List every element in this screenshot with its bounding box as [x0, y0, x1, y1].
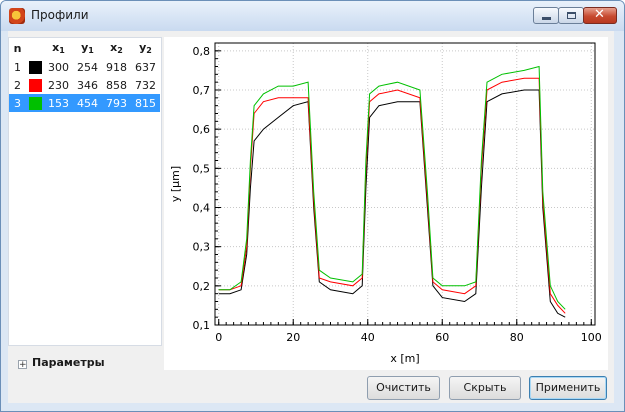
cell-y1: 254 [77, 60, 98, 74]
y-tick-label: 0,2 [193, 280, 211, 293]
y-tick-label: 0,8 [193, 45, 211, 58]
x-tick-label: 60 [435, 331, 449, 344]
header-y1: y1 [81, 41, 94, 55]
header-x2: x2 [110, 41, 123, 55]
hide-button[interactable]: Скрыть [449, 376, 521, 400]
plot-area: 0 20 40 60 80 100 0,1 0,2 0,3 0,4 0,5 0,6 0,7 0,8 x [m… [164, 37, 608, 370]
color-swatch [26, 58, 44, 76]
cell-x1: 230 [48, 78, 69, 92]
x-axis-label: x [m] [390, 352, 419, 365]
table-header-row: n x1 y1 x2 y2 [9, 38, 160, 58]
apply-button[interactable]: Применить [529, 376, 607, 400]
minimize-icon [542, 17, 551, 20]
close-button[interactable]: ✕ [583, 7, 617, 24]
title-bar[interactable]: Профили ✕ [1, 1, 624, 31]
row-number: 3 [9, 94, 26, 112]
cell-x2: 793 [102, 94, 131, 112]
header-color [26, 38, 44, 58]
x-tick-label: 100 [581, 331, 602, 344]
header-n: n [13, 41, 22, 55]
x-tick-label: 20 [286, 331, 300, 344]
y-tick-label: 0,3 [193, 241, 211, 254]
y-axis-label: y [µm] [169, 166, 182, 202]
cell-x2: 918 [106, 60, 127, 74]
app-logo-icon [9, 8, 25, 24]
x-tick-label: 0 [215, 331, 222, 344]
minimize-button[interactable] [533, 7, 559, 24]
series-line-1 [218, 89, 566, 318]
params-label[interactable]: Параметры [32, 356, 105, 369]
params-expand-icon[interactable]: + [18, 360, 27, 370]
window-title: Профили [31, 8, 89, 22]
y-tick-label: 0,6 [193, 123, 211, 136]
y-tick-label: 0,1 [193, 319, 211, 332]
maximize-icon [567, 12, 576, 19]
cell-y1: 346 [77, 78, 98, 92]
series-line-3 [218, 65, 566, 310]
table-row[interactable]: 2 230 346 858 732 [9, 76, 160, 94]
color-swatch [26, 76, 44, 94]
cell-x1: 153 [44, 94, 73, 112]
cell-x2: 858 [106, 78, 127, 92]
cell-x1: 300 [48, 60, 69, 74]
x-tick-label: 80 [510, 331, 524, 344]
close-icon: ✕ [594, 7, 605, 22]
header-x1: x1 [52, 41, 65, 55]
y-tick-label: 0,4 [193, 202, 211, 215]
cell-y2: 732 [135, 78, 156, 92]
header-y2: y2 [139, 41, 152, 55]
row-number: 2 [14, 78, 21, 92]
x-tick-label: 40 [361, 331, 375, 344]
color-swatch [26, 94, 44, 112]
table-row[interactable]: 1 300 254 918 637 [9, 58, 160, 76]
profile-chart: 0 20 40 60 80 100 0,1 0,2 0,3 0,4 0,5 0,6 0,7 0,8 x [m… [169, 42, 602, 365]
cell-y1: 454 [73, 94, 102, 112]
clear-button[interactable]: Очистить [367, 376, 440, 400]
series-line-2 [218, 77, 566, 314]
y-tick-label: 0,7 [193, 84, 211, 97]
cell-y2: 815 [131, 94, 160, 112]
table-row-selected[interactable]: 3 153 454 793 815 [9, 94, 160, 112]
y-tick-label: 0,5 [193, 162, 211, 175]
cell-y2: 637 [135, 60, 156, 74]
plot-frame [214, 42, 596, 326]
profiles-list[interactable]: n x1 y1 x2 y2 1 300 254 918 637 2 230 3 [8, 37, 162, 346]
row-number: 1 [14, 60, 21, 74]
profiles-table: n x1 y1 x2 y2 1 300 254 918 637 2 230 3 [9, 38, 160, 112]
maximize-button[interactable] [558, 7, 584, 24]
